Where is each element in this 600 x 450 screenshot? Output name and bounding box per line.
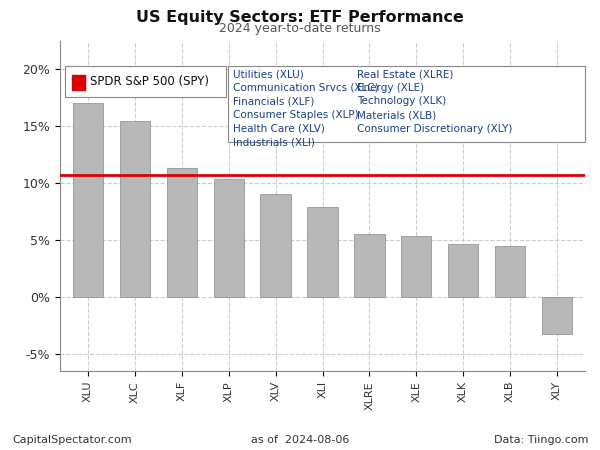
Bar	[307, 207, 338, 297]
Text: CapitalSpectator.com: CapitalSpectator.com	[12, 435, 131, 445]
Text: 2024 year-to-date returns: 2024 year-to-date returns	[219, 22, 381, 35]
Bar	[495, 246, 525, 297]
Bar	[73, 103, 103, 297]
Bar	[448, 243, 478, 297]
Bar	[542, 297, 572, 333]
Bar	[401, 235, 431, 297]
Text: as of  2024-08-06: as of 2024-08-06	[251, 435, 349, 445]
Text: Data: Tiingo.com: Data: Tiingo.com	[493, 435, 588, 445]
Text: Real Estate (XLRE)
Energy (XLE)
Technology (XLK)
Materials (XLB)
Consumer Discre: Real Estate (XLRE) Energy (XLE) Technolo…	[357, 69, 512, 134]
Bar	[354, 234, 385, 297]
Bar	[214, 179, 244, 297]
Bar	[260, 194, 291, 297]
Text: US Equity Sectors: ETF Performance: US Equity Sectors: ETF Performance	[136, 10, 464, 25]
Text: Utilities (XLU)
Communication Srvcs (XLC)
Financials (XLF)
Consumer Staples (XLP: Utilities (XLU) Communication Srvcs (XLC…	[233, 69, 379, 147]
Bar	[167, 168, 197, 297]
Text: SPDR S&P 500 (SPY): SPDR S&P 500 (SPY)	[90, 75, 209, 88]
Bar	[120, 122, 150, 297]
